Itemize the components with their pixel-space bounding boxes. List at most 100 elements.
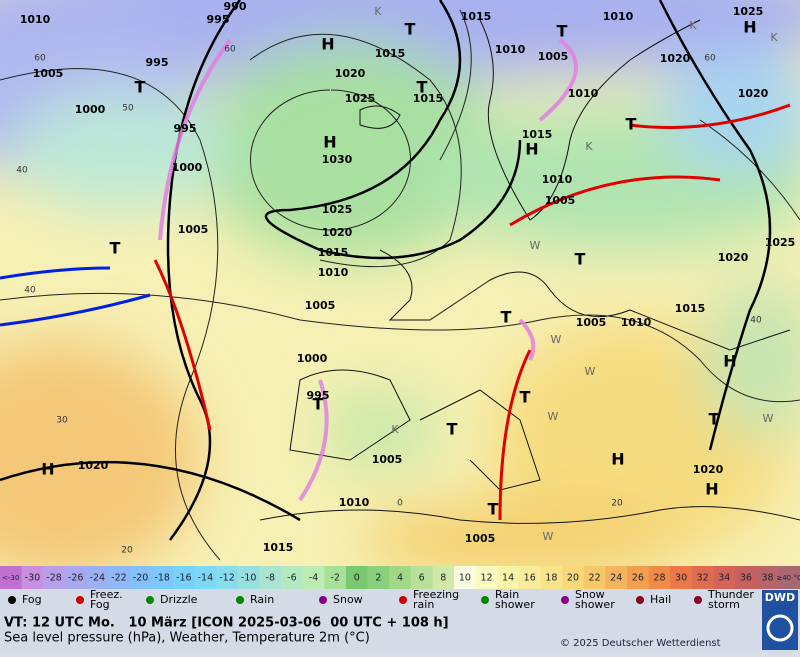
isobar-label: 1010 — [542, 173, 573, 186]
pressure-center: T — [709, 410, 720, 429]
isobar-label: 995 — [207, 13, 230, 26]
scale-cell — [108, 566, 131, 589]
isotherm-label: 40 — [24, 286, 36, 296]
pressure-center: H — [323, 133, 336, 152]
pressure-center: W — [543, 530, 554, 543]
scale-cell — [216, 566, 239, 589]
legend-icon — [319, 596, 327, 604]
legend-icon — [561, 596, 569, 604]
scale-cell — [562, 566, 585, 589]
scale-label: -30 — [25, 573, 41, 584]
isobar-label: 1005 — [538, 50, 569, 63]
isobar-label: 995 — [174, 122, 197, 135]
pressure-center: W — [548, 410, 559, 423]
isotherm-label: 60 — [704, 54, 716, 64]
scale-label: -28 — [46, 573, 62, 584]
scale-label: 2 — [375, 573, 381, 584]
isotherm-label: 50 — [122, 104, 134, 114]
pressure-center: K — [585, 140, 593, 153]
pressure-center: T — [405, 20, 416, 39]
isobar-label: 1015 — [413, 92, 444, 105]
pressure-center: T — [501, 308, 512, 327]
scale-cell — [86, 566, 109, 589]
scale-label: 4 — [397, 573, 403, 584]
scale-label: -26 — [68, 573, 84, 584]
isobar-label: 1000 — [75, 103, 106, 116]
scale-label: -24 — [90, 573, 106, 584]
scale-label: <-30 — [2, 574, 19, 582]
scale-label: -18 — [154, 573, 170, 584]
pressure-center: W — [551, 333, 562, 346]
pressure-center: H — [611, 450, 624, 469]
scale-label: -22 — [111, 573, 127, 584]
scale-label: 20 — [567, 573, 579, 584]
legend-label: Snow shower — [575, 588, 615, 611]
scale-label: 22 — [589, 573, 601, 584]
pressure-center: K — [689, 19, 697, 32]
isobar-label: 1010 — [603, 10, 634, 23]
isobar-label: 995 — [146, 56, 169, 69]
scale-label: -8 — [266, 573, 275, 584]
isotherm-label: 40 — [16, 166, 28, 176]
pressure-center: T — [135, 78, 146, 97]
isobar-label: 1020 — [693, 463, 724, 476]
isobar-label: 1005 — [33, 67, 64, 80]
isobar-label: 1025 — [322, 203, 353, 216]
isobar-label: 1005 — [372, 453, 403, 466]
scale-label: 26 — [632, 573, 644, 584]
scale-cell — [345, 566, 369, 589]
scale-cell — [605, 566, 628, 589]
isobar-label: 1015 — [675, 302, 706, 315]
scale-cell — [324, 566, 347, 589]
scale-cell — [259, 566, 282, 589]
isobar-label: 1015 — [263, 541, 294, 554]
legend-label: Freez. Fog — [90, 588, 123, 611]
isobar-label: 1015 — [522, 128, 553, 141]
isotherm-label: 30 — [56, 416, 68, 426]
legend-label: Freezing rain — [413, 588, 459, 611]
scale-label: -10 — [241, 573, 257, 584]
legend-icon — [8, 596, 16, 604]
isobar-label: 1010 — [339, 496, 370, 509]
scale-cell — [648, 566, 671, 589]
pressure-center: T — [575, 250, 586, 269]
scale-label: 30 — [675, 573, 687, 584]
scale-label: 24 — [610, 573, 622, 584]
scale-cell — [194, 566, 217, 589]
scale-label: 0 — [354, 573, 360, 584]
scale-label: -20 — [133, 573, 149, 584]
scale-cell — [21, 566, 44, 589]
isobar-label: 1000 — [172, 161, 203, 174]
scale-label: 16 — [524, 573, 536, 584]
isobar-label: 1030 — [322, 153, 353, 166]
footer-bg — [0, 612, 800, 653]
scale-cell — [389, 566, 412, 589]
pressure-center: T — [626, 115, 637, 134]
scale-label: 10 — [459, 573, 471, 584]
isobar-label: 1025 — [345, 92, 376, 105]
scale-cell — [172, 566, 196, 589]
scale-cell — [302, 566, 325, 589]
scale-label: 14 — [502, 573, 514, 584]
scale-cell — [627, 566, 650, 589]
legend-label: Drizzle — [160, 593, 198, 606]
pressure-center: T — [313, 395, 324, 414]
scale-cell — [64, 566, 87, 589]
scale-cell — [497, 566, 520, 589]
scale-cell — [432, 566, 455, 589]
isobar-label: 1020 — [335, 67, 366, 80]
isotherm-label: 20 — [121, 546, 133, 556]
isobar-label: 1010 — [568, 87, 599, 100]
scale-label: 36 — [740, 573, 752, 584]
scale-label: 32 — [697, 573, 709, 584]
pressure-center: H — [321, 35, 334, 54]
scale-label: 12 — [480, 573, 492, 584]
pressure-center: K — [374, 5, 382, 18]
scale-label: -14 — [198, 573, 214, 584]
isobar-label: 1010 — [20, 13, 51, 26]
pressure-center: T — [110, 239, 121, 258]
legend-label: Rain — [250, 593, 274, 606]
isobar-label: 990 — [224, 0, 247, 13]
